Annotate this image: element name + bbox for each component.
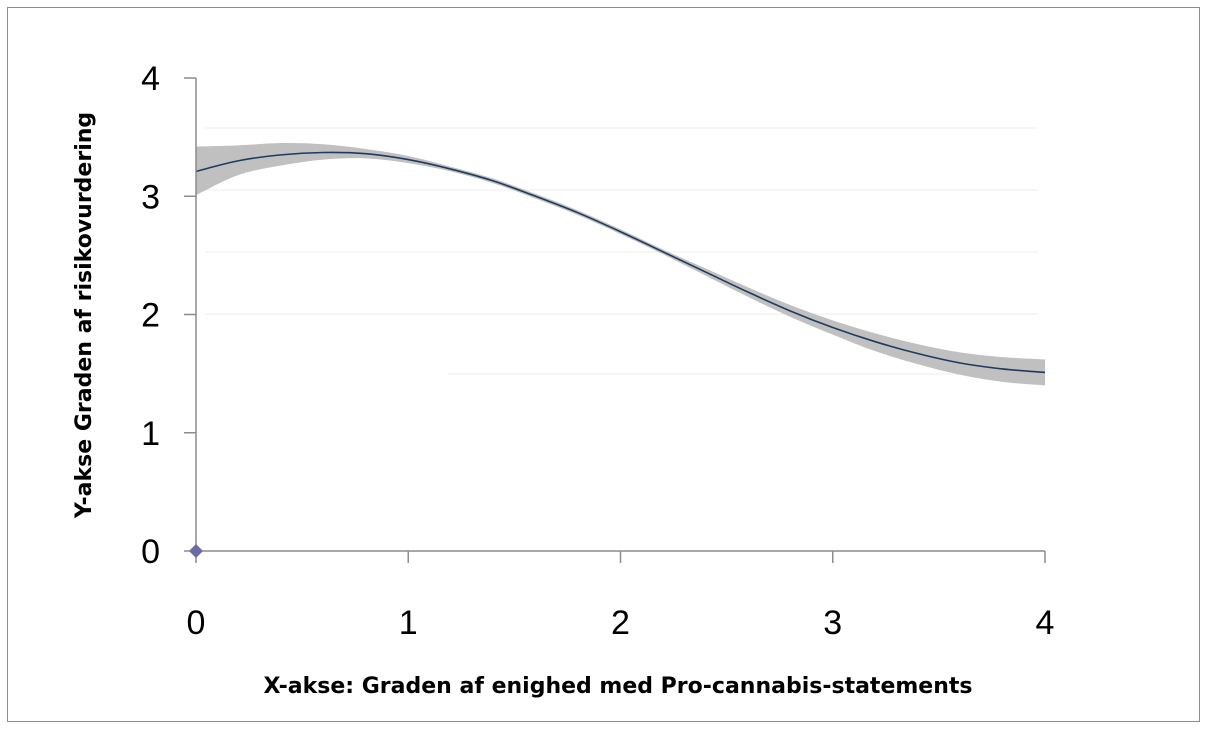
y-tick-label: 1 (141, 415, 160, 453)
series-line (195, 151, 1046, 374)
y-tick-label: 0 (141, 533, 160, 571)
axis-ticks: 0 1 2 3 4 0 1 2 3 4 (141, 60, 1054, 642)
x-tick-label: 3 (823, 604, 842, 642)
y-tick-label: 4 (141, 60, 160, 98)
markers (189, 544, 203, 558)
x-axis-title: X-akse: Graden af enighed med Pro-cannab… (264, 674, 973, 699)
x-tick-label: 1 (399, 604, 418, 642)
y-tick-label: 3 (141, 178, 160, 216)
x-tick-label: 4 (1036, 604, 1055, 642)
y-axis-title: Y-akse Graden af risikovurdering (72, 112, 97, 519)
grid-lines (205, 127, 1038, 375)
x-tick-label: 2 (611, 604, 630, 642)
x-tick-label: 0 (187, 604, 206, 642)
confidence-band (196, 142, 1045, 386)
y-tick-label: 2 (141, 297, 160, 335)
data-point-marker (189, 544, 203, 558)
